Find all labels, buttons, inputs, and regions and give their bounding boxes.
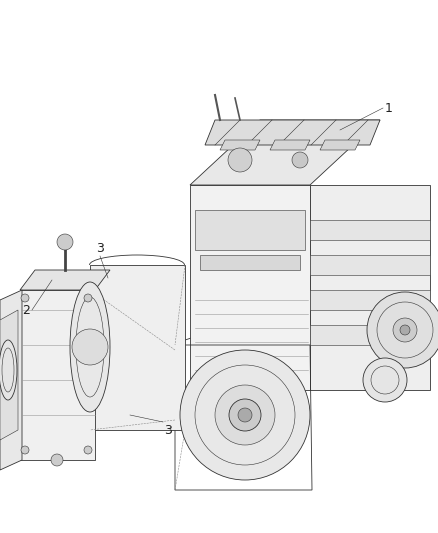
Circle shape <box>400 325 410 335</box>
Circle shape <box>180 350 310 480</box>
Polygon shape <box>190 120 380 185</box>
Circle shape <box>238 408 252 422</box>
Polygon shape <box>20 270 110 290</box>
Circle shape <box>57 234 73 250</box>
Text: 3: 3 <box>164 424 172 437</box>
Polygon shape <box>200 255 300 270</box>
Circle shape <box>84 294 92 302</box>
Circle shape <box>229 399 261 431</box>
Polygon shape <box>320 140 360 150</box>
Polygon shape <box>220 140 260 150</box>
Circle shape <box>72 329 108 365</box>
Text: 2: 2 <box>22 303 30 317</box>
Text: 1: 1 <box>385 101 393 115</box>
Polygon shape <box>0 290 22 470</box>
Circle shape <box>21 446 29 454</box>
Ellipse shape <box>70 282 110 412</box>
Polygon shape <box>195 210 305 250</box>
Polygon shape <box>0 310 18 440</box>
Polygon shape <box>205 120 380 145</box>
Circle shape <box>363 358 407 402</box>
Polygon shape <box>310 220 430 240</box>
Polygon shape <box>310 255 430 275</box>
Circle shape <box>84 446 92 454</box>
Circle shape <box>393 318 417 342</box>
Circle shape <box>51 454 63 466</box>
Circle shape <box>228 148 252 172</box>
Polygon shape <box>310 325 430 345</box>
Polygon shape <box>20 290 95 460</box>
Polygon shape <box>310 290 430 310</box>
Circle shape <box>21 294 29 302</box>
Ellipse shape <box>0 340 17 400</box>
Circle shape <box>367 292 438 368</box>
Polygon shape <box>90 265 185 430</box>
Circle shape <box>215 385 275 445</box>
Polygon shape <box>310 185 430 390</box>
Text: 3: 3 <box>96 241 104 254</box>
Polygon shape <box>270 140 310 150</box>
Circle shape <box>292 152 308 168</box>
Polygon shape <box>190 185 310 390</box>
